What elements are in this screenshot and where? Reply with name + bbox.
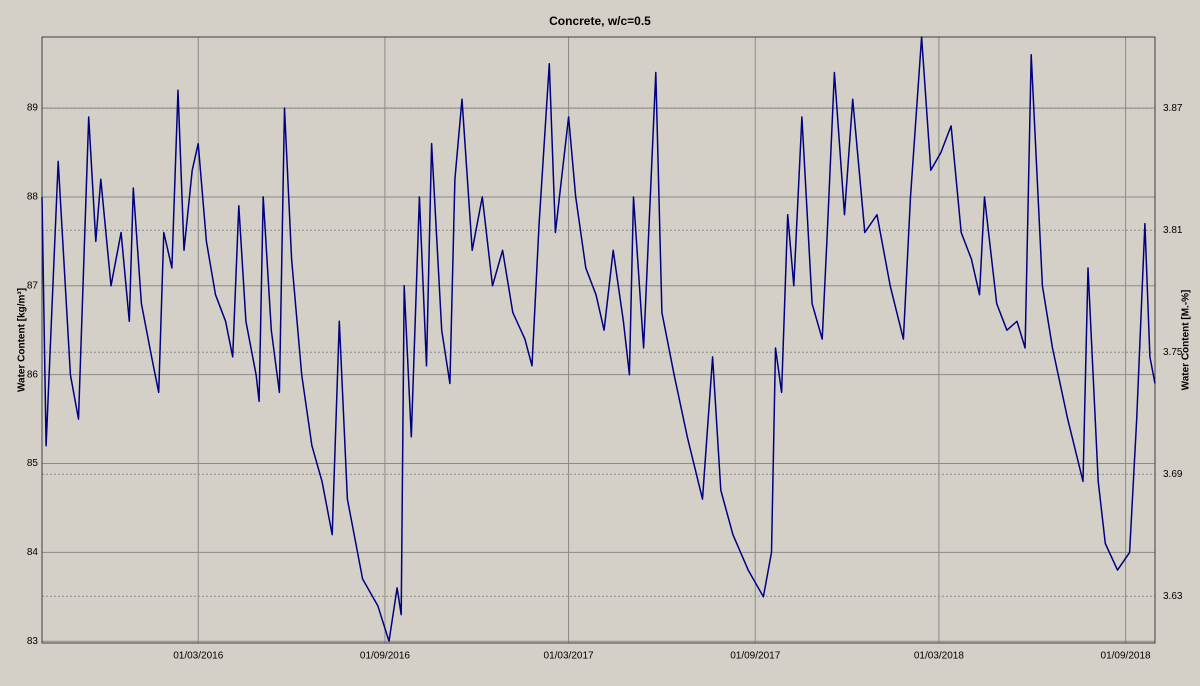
x-tick-label: 01/09/2018 (1101, 651, 1151, 662)
chart-title: Concrete, w/c=0.5 (549, 14, 651, 28)
y2-tick-label: 3.69 (1163, 469, 1183, 480)
y2-tick-label: 3.81 (1163, 225, 1183, 236)
y-tick-label: 86 (27, 369, 39, 380)
y-tick-label: 88 (27, 192, 39, 203)
y-axis-label: Water Content [kg/m³] (17, 288, 28, 392)
y-tick-label: 85 (27, 458, 39, 469)
y-tick-label: 87 (27, 280, 39, 291)
y2-tick-label: 3.63 (1163, 591, 1183, 602)
y2-tick-label: 3.87 (1163, 103, 1183, 114)
y-tick-label: 84 (27, 547, 39, 558)
y-tick-label: 83 (27, 636, 39, 647)
y2-axis-label: Water Content [M.-%] (1181, 290, 1192, 391)
x-tick-label: 01/09/2016 (360, 651, 410, 662)
y-tick-label: 89 (27, 103, 39, 114)
data-line (41, 36, 1156, 642)
x-tick-label: 01/03/2018 (914, 651, 964, 662)
plot-frame (41, 36, 1156, 644)
x-tick-label: 01/09/2017 (730, 651, 780, 662)
x-tick-label: 01/03/2016 (173, 651, 223, 662)
y2-tick-label: 3.75 (1163, 347, 1183, 358)
x-tick-label: 01/03/2017 (544, 651, 594, 662)
